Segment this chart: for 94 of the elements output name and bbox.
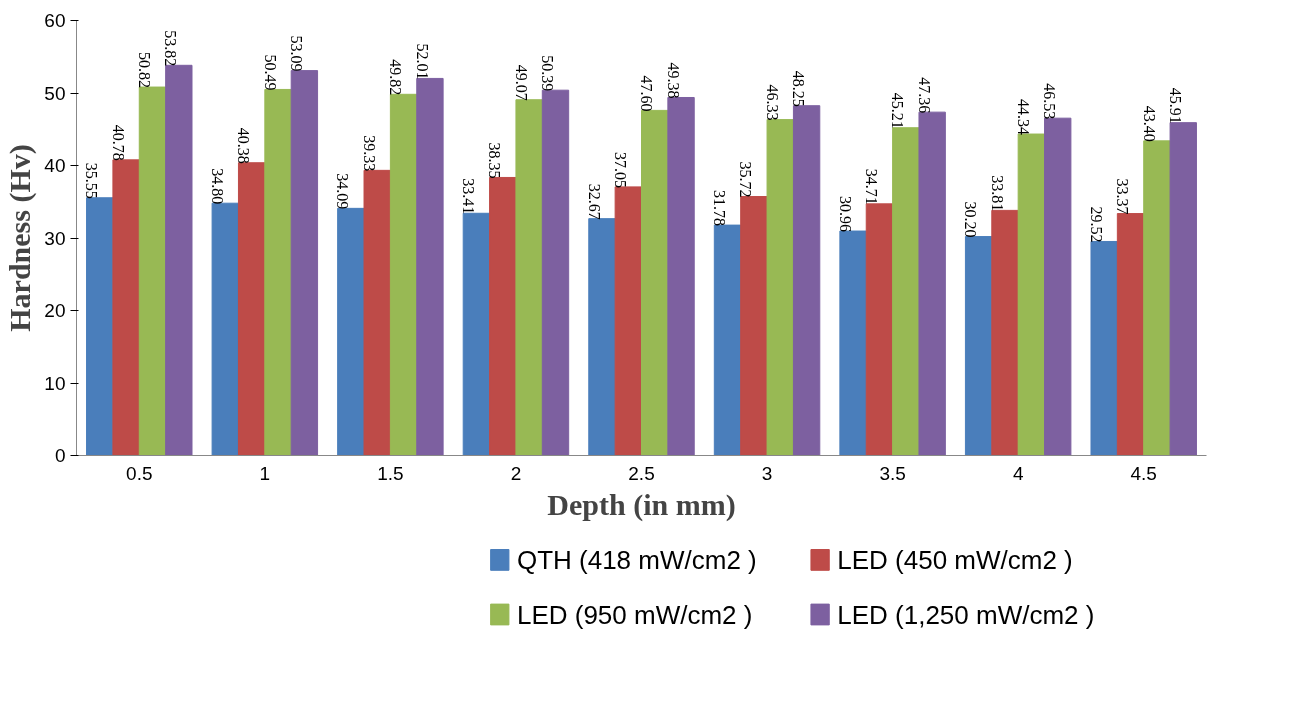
bar	[865, 203, 894, 456]
legend-label: LED (1,250 mW/cm2 )	[837, 599, 1095, 630]
bar	[290, 70, 319, 456]
x-tick-label: 4.5	[1130, 462, 1157, 484]
legend-label: LED (950 mW/cm2 )	[516, 599, 753, 630]
data-label: 29.52	[1087, 206, 1105, 243]
data-label: 37.05	[611, 151, 629, 188]
data-label: 47.36	[915, 77, 933, 114]
data-label: 45.91	[1166, 87, 1184, 124]
bar	[892, 127, 920, 456]
y-tick-label: 0	[54, 445, 66, 466]
y-tick-label: 10	[44, 372, 66, 394]
data-label: 30.96	[836, 196, 854, 233]
data-label: 53.82	[162, 30, 180, 67]
bar	[1090, 240, 1118, 456]
data-label: 31.78	[711, 190, 729, 227]
data-label: 44.34	[1014, 99, 1032, 136]
data-label: 33.81	[988, 175, 1006, 212]
data-label: 49.07	[512, 64, 530, 101]
x-tick-label: 3.5	[879, 462, 906, 484]
data-label: 35.55	[83, 162, 101, 199]
bar	[211, 202, 239, 456]
data-label: 45.21	[889, 92, 907, 129]
y-tick-label: 60	[44, 10, 66, 31]
data-label: 50.39	[539, 55, 557, 92]
bar	[588, 218, 616, 456]
data-label: 34.71	[863, 168, 881, 205]
data-label: 40.38	[235, 127, 253, 164]
data-label: 40.78	[109, 124, 127, 161]
bar	[1169, 122, 1197, 456]
y-axis-title: Hardness (Hv)	[3, 144, 38, 332]
data-label: 33.41	[459, 178, 477, 215]
bar	[713, 224, 742, 456]
bar	[766, 119, 794, 456]
data-label: 34.80	[208, 168, 226, 205]
x-axis-title: Depth (in mm)	[547, 487, 736, 522]
data-label: 46.53	[1041, 83, 1059, 120]
bar	[86, 197, 114, 456]
bar	[237, 162, 266, 456]
data-label: 32.67	[585, 183, 603, 220]
y-tick-label: 50	[44, 82, 66, 104]
data-label: 39.33	[360, 135, 378, 172]
bar	[1044, 117, 1072, 456]
bar	[138, 86, 167, 456]
data-label: 52.01	[413, 43, 431, 80]
bar	[264, 88, 292, 456]
bar	[515, 99, 543, 456]
data-label: 50.49	[261, 54, 279, 91]
bar	[112, 159, 140, 456]
bar	[337, 207, 365, 456]
bar	[991, 209, 1019, 456]
y-tick-label: 20	[44, 300, 66, 321]
bar	[614, 186, 642, 456]
x-tick-label: 1.5	[377, 462, 404, 484]
bar	[740, 196, 768, 456]
bar	[839, 230, 867, 456]
y-tick-label: 30	[44, 227, 66, 249]
data-label: 53.09	[287, 35, 305, 72]
data-label: 48.25	[790, 70, 808, 107]
x-tick-label: 1	[259, 462, 271, 484]
bar	[363, 169, 391, 456]
bar	[641, 109, 669, 456]
x-tick-label: 2	[510, 462, 522, 484]
bar	[792, 105, 821, 456]
bar	[1017, 133, 1046, 456]
bar	[462, 212, 491, 456]
bar	[1143, 140, 1171, 456]
x-tick-label: 3	[761, 462, 773, 484]
bar	[416, 77, 444, 456]
data-label: 49.38	[664, 62, 682, 99]
legend-label: LED (450 mW/cm2 )	[837, 544, 1073, 575]
data-label: 43.40	[1140, 105, 1158, 142]
data-label: 46.33	[763, 84, 781, 121]
legend-label: QTH (418 mW/cm2 )	[516, 544, 757, 575]
data-label: 33.37	[1114, 178, 1132, 215]
bar	[489, 176, 517, 456]
bar	[918, 111, 946, 456]
bar	[389, 93, 418, 456]
bar	[1116, 213, 1145, 456]
bar	[964, 236, 993, 456]
data-label: 35.72	[737, 161, 755, 198]
x-tick-label: 4	[1012, 462, 1024, 484]
data-label: 50.82	[136, 52, 154, 89]
y-tick-label: 40	[44, 155, 66, 176]
data-label: 47.60	[638, 75, 656, 112]
bar	[541, 89, 570, 456]
bar	[667, 97, 695, 456]
data-label: 30.20	[962, 201, 980, 238]
data-label: 49.82	[387, 59, 405, 96]
data-label: 34.09	[334, 173, 352, 210]
x-tick-label: 2.5	[628, 462, 655, 484]
x-tick-label: 0.5	[126, 462, 153, 484]
data-label: 38.35	[486, 142, 504, 179]
bar	[165, 64, 193, 456]
